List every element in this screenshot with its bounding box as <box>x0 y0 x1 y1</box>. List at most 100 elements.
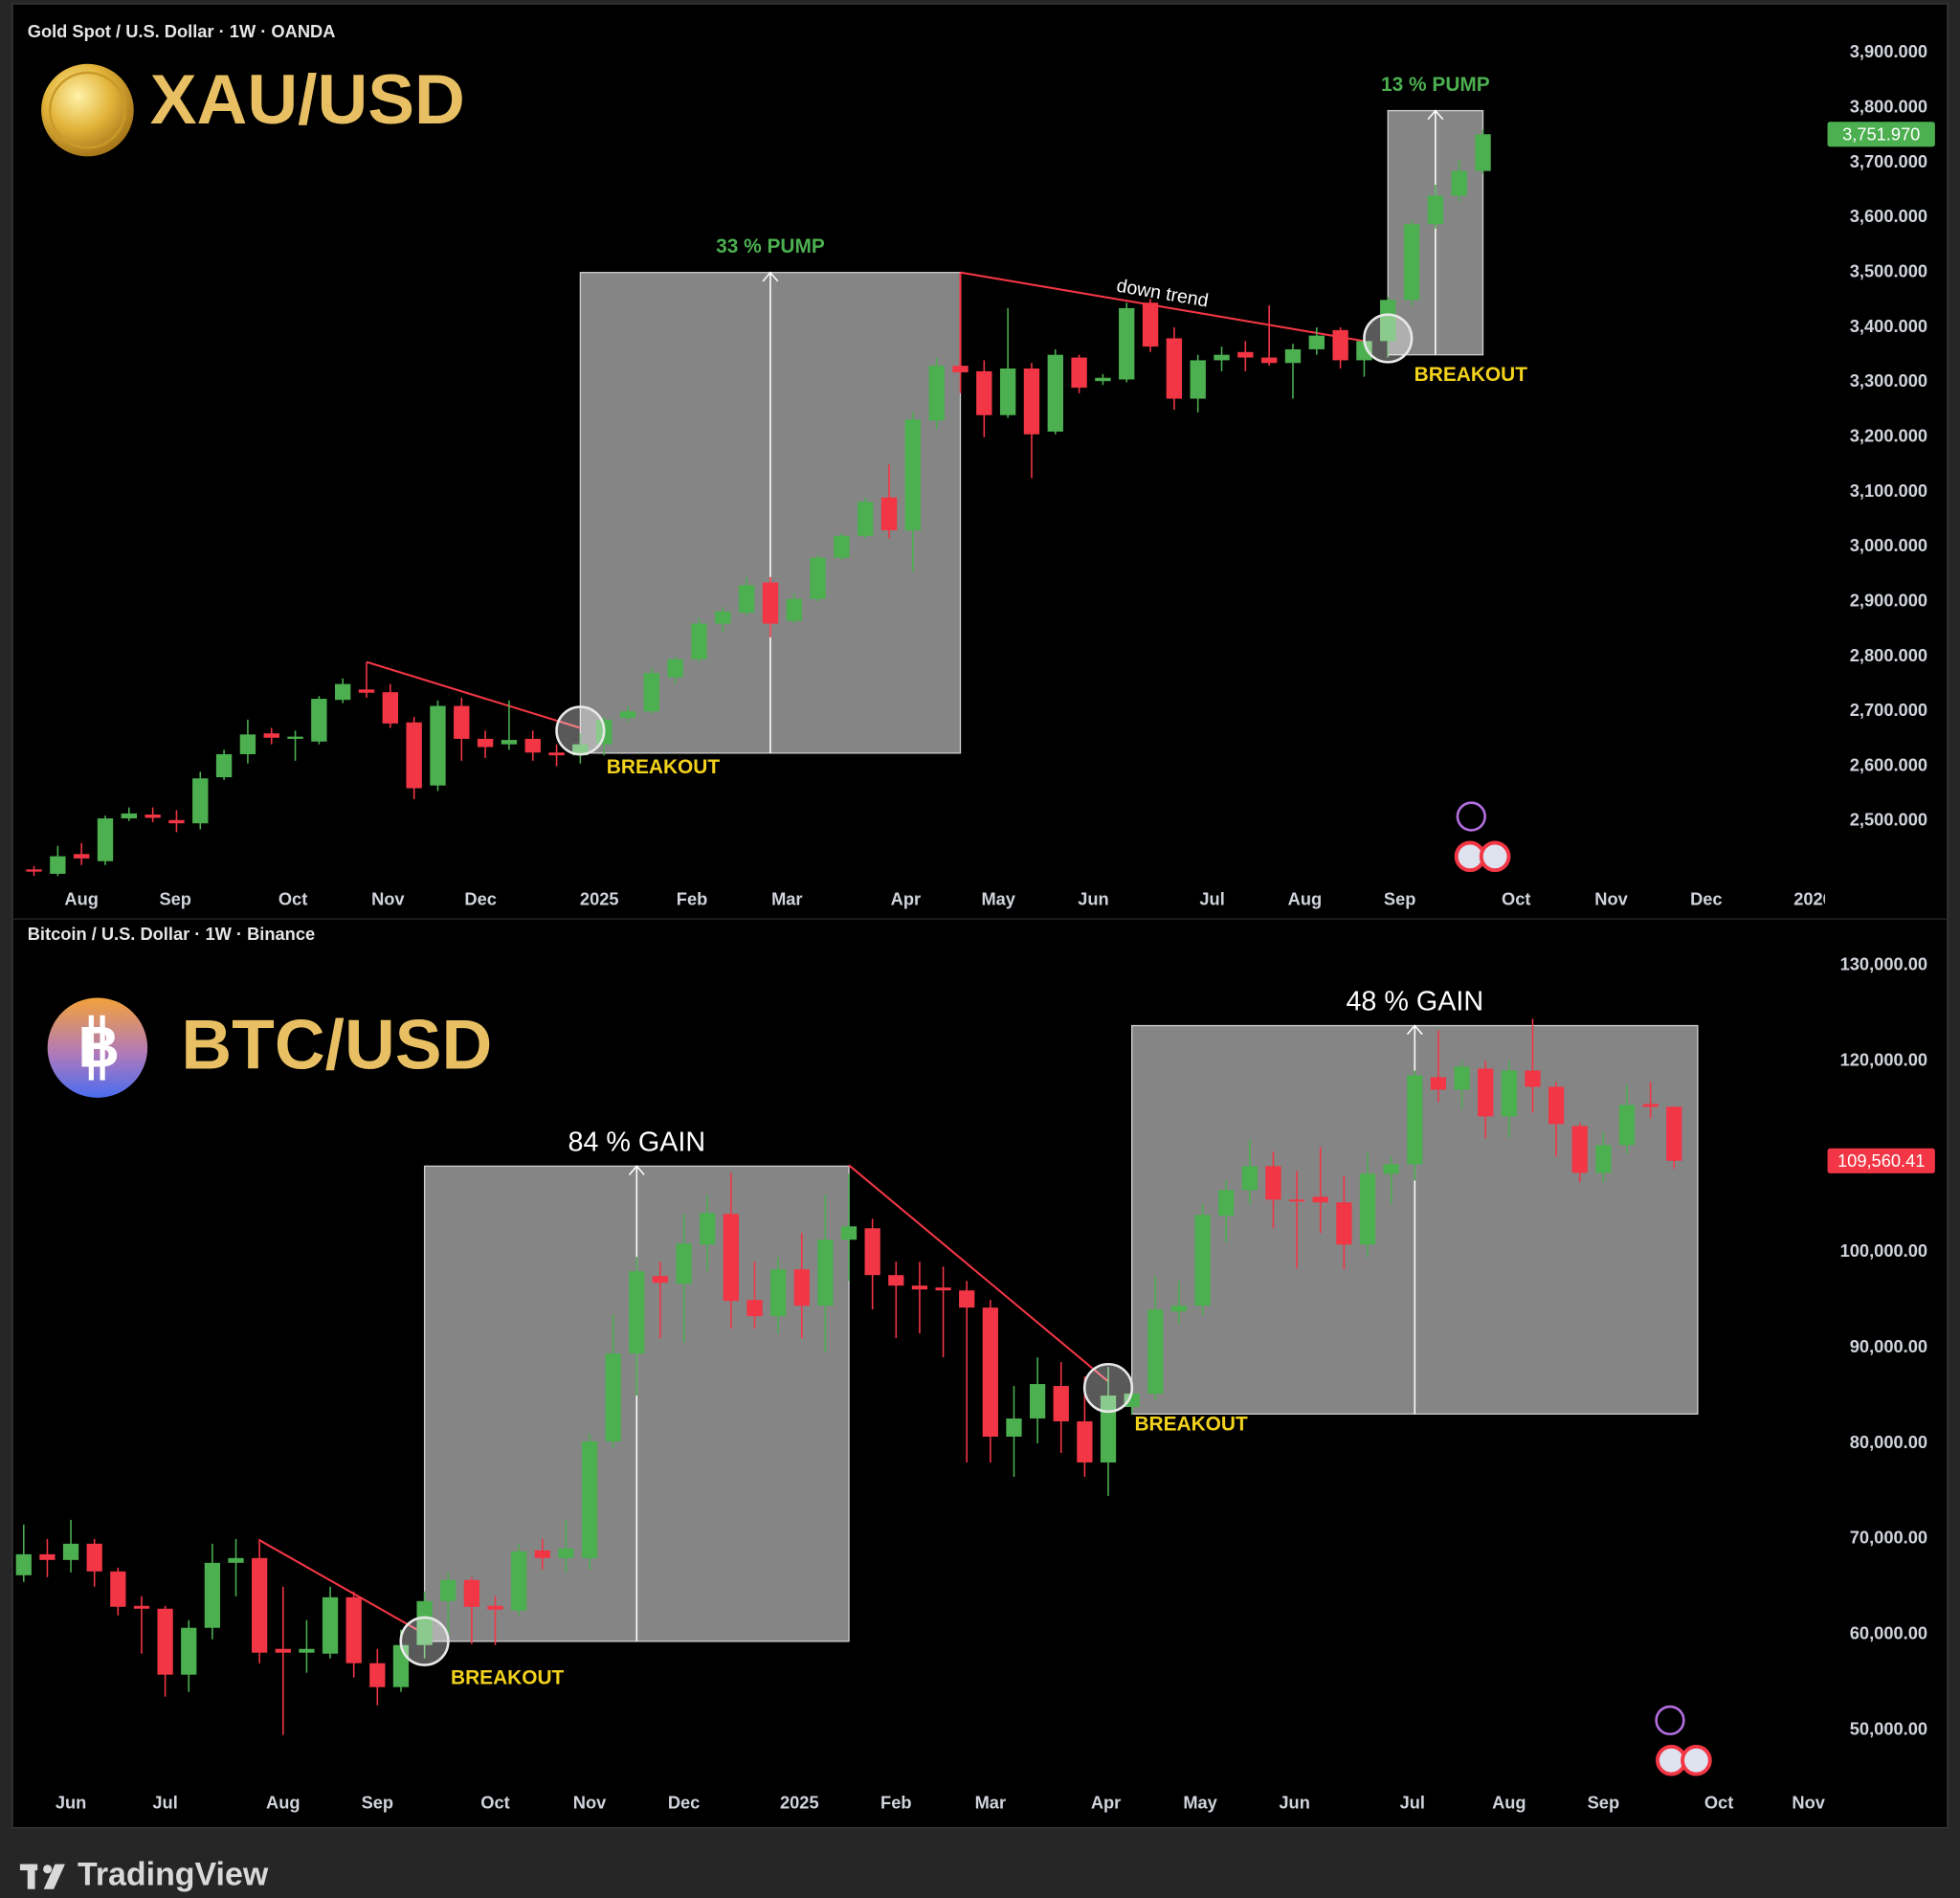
candle-body <box>864 1228 880 1276</box>
candle-body <box>1332 329 1348 361</box>
candle-body <box>1383 1164 1399 1174</box>
x-tick-label: Dec <box>464 888 497 908</box>
measure-arrowhead <box>628 1165 645 1176</box>
candle-body <box>97 818 114 861</box>
candle-body <box>1190 360 1206 399</box>
candle-body <box>1427 195 1444 225</box>
x-tick-label: 2025 <box>580 888 619 908</box>
candle-body <box>1642 1104 1659 1107</box>
y-tick-label: 90,000.00 <box>1850 1336 1927 1356</box>
candle-body <box>50 856 66 874</box>
icon <box>1681 1744 1712 1776</box>
x-tick-label: Jun <box>56 1793 86 1813</box>
candle-body <box>1666 1106 1682 1161</box>
y-tick-label: 2,700.000 <box>1850 700 1927 720</box>
candle-body <box>959 1290 975 1308</box>
trend-line <box>258 1539 426 1636</box>
y-tick-label: 3,400.000 <box>1850 316 1927 336</box>
candle-body <box>524 738 541 753</box>
candle-body <box>817 1239 834 1306</box>
candle-body <box>1170 1306 1188 1312</box>
candle-body <box>1380 300 1396 342</box>
candle-body <box>1095 377 1111 382</box>
candle-body <box>1430 1077 1447 1090</box>
x-tick-label: May <box>1183 1793 1217 1813</box>
candle-body <box>1478 1068 1494 1117</box>
candle-body <box>1618 1105 1636 1146</box>
candle-body <box>762 582 779 624</box>
candle-body <box>168 819 185 824</box>
candle-body <box>1312 1196 1328 1203</box>
x-tick-label: Dec <box>1690 888 1723 908</box>
candle-body <box>263 733 279 738</box>
candle-body <box>1525 1070 1541 1087</box>
candle-body <box>345 1597 362 1664</box>
candle-body <box>746 1300 763 1317</box>
candle-body <box>252 1557 268 1653</box>
footer-brand: TradingView <box>78 1857 269 1893</box>
candle-body <box>769 1269 787 1317</box>
y-tick-label: 120,000.00 <box>1840 1049 1927 1069</box>
candle-body <box>676 1243 692 1284</box>
candle-body <box>477 738 494 748</box>
candle-body <box>26 869 42 872</box>
x-tick-label: Feb <box>880 1793 911 1813</box>
y-tick-label: 3,300.000 <box>1850 370 1927 391</box>
x-tick-label: Mar <box>771 888 802 908</box>
candle-body <box>999 368 1016 415</box>
x-tick-label: Jul <box>152 1793 177 1813</box>
measure-label: 13 % PUMP <box>1381 74 1490 96</box>
x-tick-label: Aug <box>64 888 99 908</box>
last-price-tag <box>1827 122 1935 147</box>
x-tick-label: Sep <box>1384 888 1416 908</box>
x-tick-label: Jun <box>1279 1793 1309 1813</box>
candle-body <box>192 778 209 824</box>
candle-body <box>1475 134 1491 171</box>
candle-body <box>840 1226 858 1240</box>
candle-body <box>416 1600 433 1645</box>
candle-body <box>1237 351 1254 358</box>
breakout-label: BREAKOUT <box>607 756 721 778</box>
candle-body <box>15 1553 32 1575</box>
candle-body <box>858 502 874 536</box>
candle-body <box>275 1648 291 1653</box>
x-tick-label: Sep <box>159 888 190 908</box>
measure-arrowhead <box>762 271 779 282</box>
candle-body <box>572 744 589 756</box>
trend-line <box>960 271 1365 343</box>
x-axis: Aug Sep Oct Nov Dec 2025 Feb Mar Apr May Jun Jul Aug… <box>64 888 1825 908</box>
candle-body <box>976 370 992 415</box>
y-tick-label: 70,000.00 <box>1850 1528 1927 1548</box>
candle-body <box>1265 1166 1281 1200</box>
candle-body <box>1124 1394 1140 1408</box>
candle-body <box>311 699 327 742</box>
x-tick-label: Nov <box>1792 1793 1825 1813</box>
candle-body <box>1119 307 1135 380</box>
icon <box>1655 1705 1685 1736</box>
measure-arrowhead <box>1406 1024 1423 1036</box>
candle-body <box>1336 1202 1352 1245</box>
candle-body <box>1071 357 1087 389</box>
measure-arrowhead <box>1427 109 1444 121</box>
icon <box>1456 801 1486 832</box>
x-tick-label: Apr <box>1091 1793 1121 1813</box>
breakout-circle <box>399 1616 450 1666</box>
candle-body <box>406 722 422 789</box>
candle-body <box>810 557 826 599</box>
last-price-label: 3,751.970 <box>1842 123 1920 144</box>
candle-body <box>723 1214 739 1302</box>
x-tick-label: Oct <box>1502 888 1530 908</box>
y-tick-label: 60,000.00 <box>1850 1623 1927 1643</box>
x-tick-label: Feb <box>677 888 707 908</box>
candle-body <box>911 1285 928 1290</box>
x-tick-label: Nov <box>371 888 405 908</box>
y-tick-label: 50,000.00 <box>1850 1718 1927 1738</box>
candle-body <box>834 535 850 558</box>
candle-body <box>558 1548 574 1558</box>
x-tick-label: Jun <box>1078 888 1108 908</box>
candle-body <box>287 736 303 739</box>
gold-coin-rim <box>48 71 126 149</box>
candle-body <box>1571 1126 1588 1173</box>
candle-body <box>299 1648 315 1653</box>
